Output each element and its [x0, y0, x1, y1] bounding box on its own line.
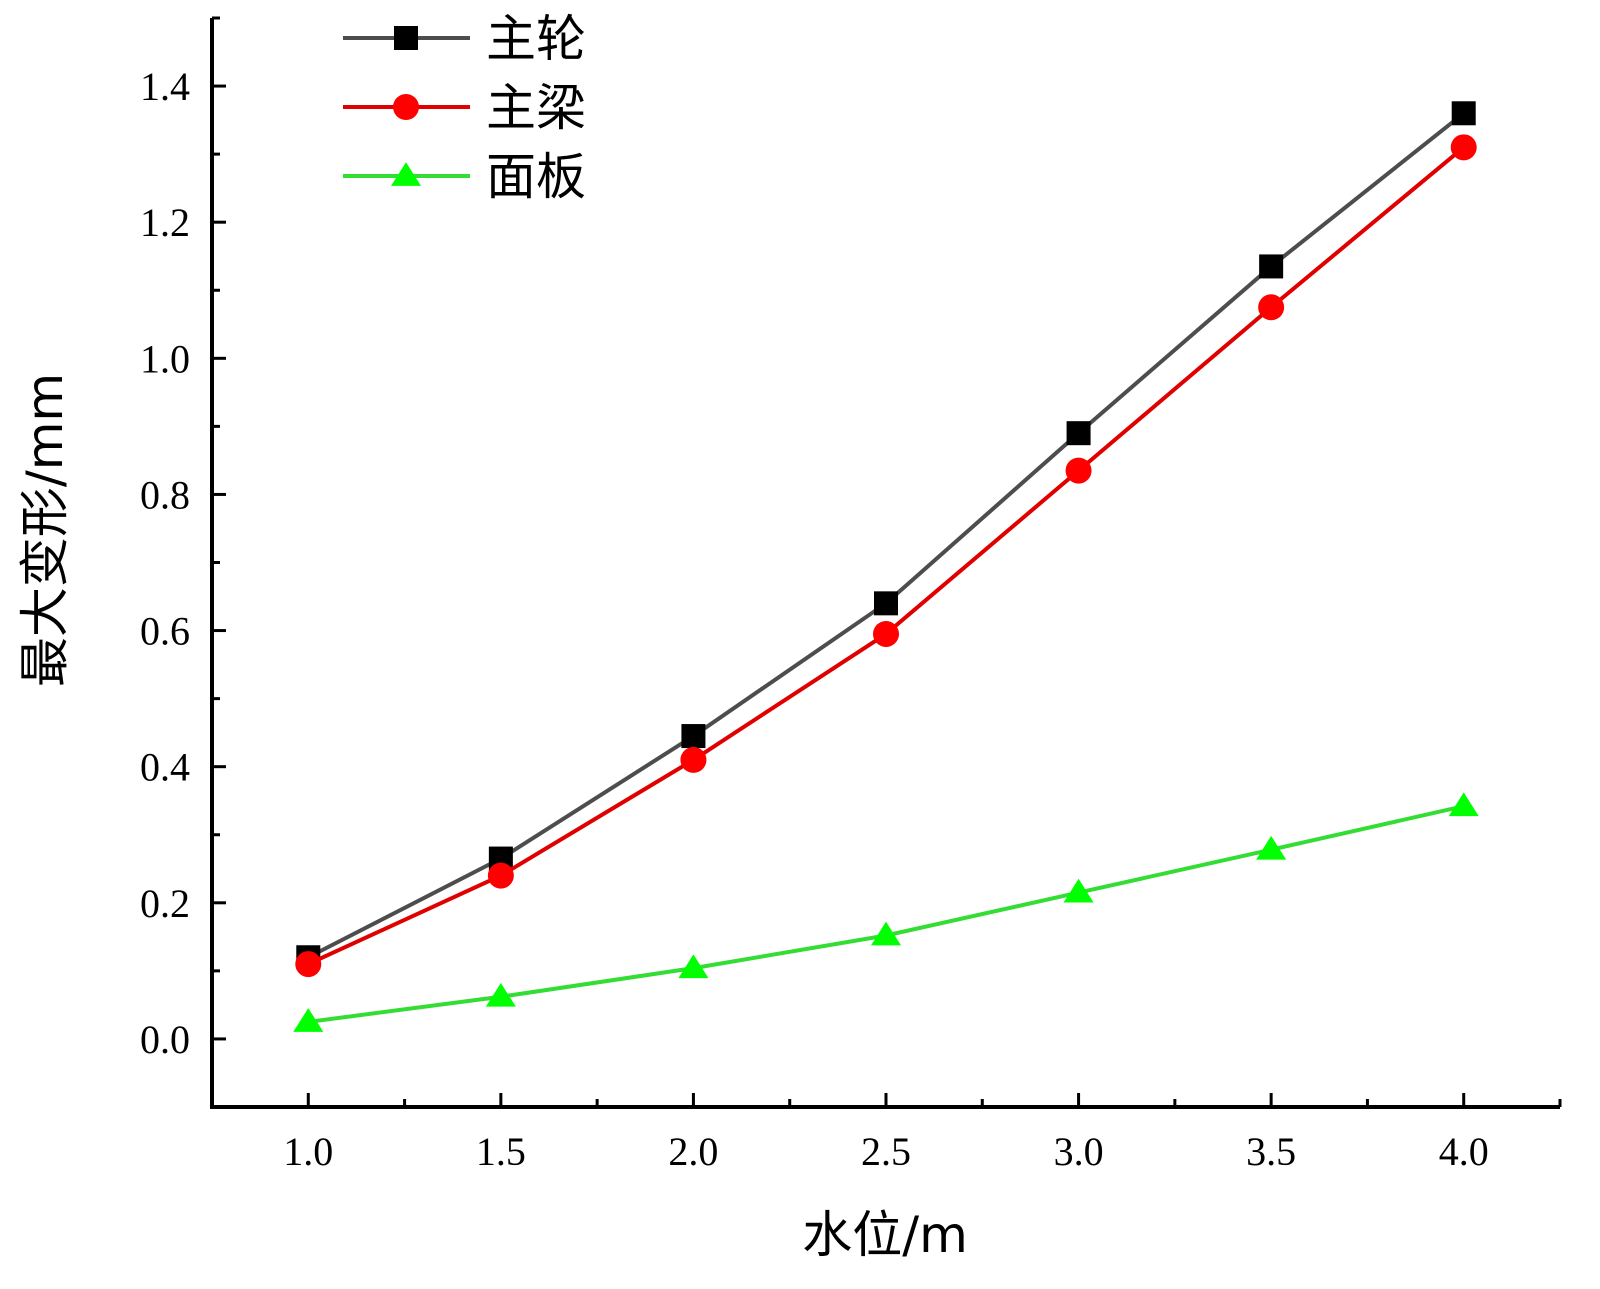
- y-tick-label: 1.4: [140, 64, 190, 109]
- x-tick-label: 1.0: [283, 1129, 333, 1174]
- y-tick-label: 0.0: [140, 1017, 190, 1062]
- data-point: [1450, 134, 1477, 161]
- x-tick-label: 4.0: [1439, 1129, 1489, 1174]
- data-point: [1066, 421, 1091, 446]
- data-point: [295, 951, 322, 978]
- legend-label: 主轮: [486, 10, 586, 68]
- series-line: [307, 111, 1465, 960]
- y-axis-title: 最大变形/mm: [16, 373, 74, 687]
- series-1: [296, 101, 1476, 970]
- data-point: [871, 921, 901, 946]
- legend-marker: [393, 94, 419, 120]
- series-layer: [293, 101, 1479, 1032]
- axes: 0.0 0.2 0.4 0.6 0.8 1.0 1.2 1.4 1.0 1.5 2.0 2.5 3.0 3…: [140, 16, 1562, 1174]
- data-point: [1448, 792, 1479, 817]
- data-point: [1065, 457, 1092, 484]
- series-3: [293, 792, 1479, 1032]
- data-point: [681, 724, 706, 749]
- data-point: [485, 982, 516, 1007]
- data-point: [874, 591, 898, 616]
- x-tick-label: 3.0: [1054, 1129, 1104, 1174]
- data-point: [293, 1008, 324, 1032]
- y-tick-label: 1.0: [140, 336, 190, 381]
- legend-label: 面板: [486, 148, 586, 206]
- data-point: [678, 954, 709, 979]
- y-tick-label: 1.2: [140, 200, 190, 245]
- data-point: [873, 620, 899, 647]
- y-tick-label: 0.6: [140, 609, 190, 654]
- data-point: [1256, 835, 1287, 860]
- y-tick-label: 0.4: [140, 745, 190, 790]
- data-point: [1063, 878, 1094, 903]
- data-point: [487, 862, 514, 889]
- data-point: [1259, 254, 1284, 279]
- x-axis-title: 水位/m: [802, 1206, 968, 1264]
- series-line: [308, 804, 1465, 1024]
- data-point: [1258, 294, 1285, 321]
- legend-label: 主梁: [486, 79, 586, 137]
- y-tick-label: 0.2: [140, 881, 190, 926]
- data-point: [680, 746, 707, 773]
- y-tick-label: 0.8: [140, 472, 190, 517]
- x-tick-label: 2.5: [861, 1129, 911, 1174]
- series-line: [307, 145, 1465, 966]
- series-2: [295, 134, 1477, 978]
- data-point: [1451, 101, 1476, 126]
- x-tick-label: 2.0: [668, 1129, 718, 1174]
- x-tick-label: 1.5: [476, 1129, 526, 1174]
- x-tick-label: 3.5: [1246, 1129, 1296, 1174]
- legend-marker: [394, 26, 418, 50]
- legend-marker: [391, 162, 421, 186]
